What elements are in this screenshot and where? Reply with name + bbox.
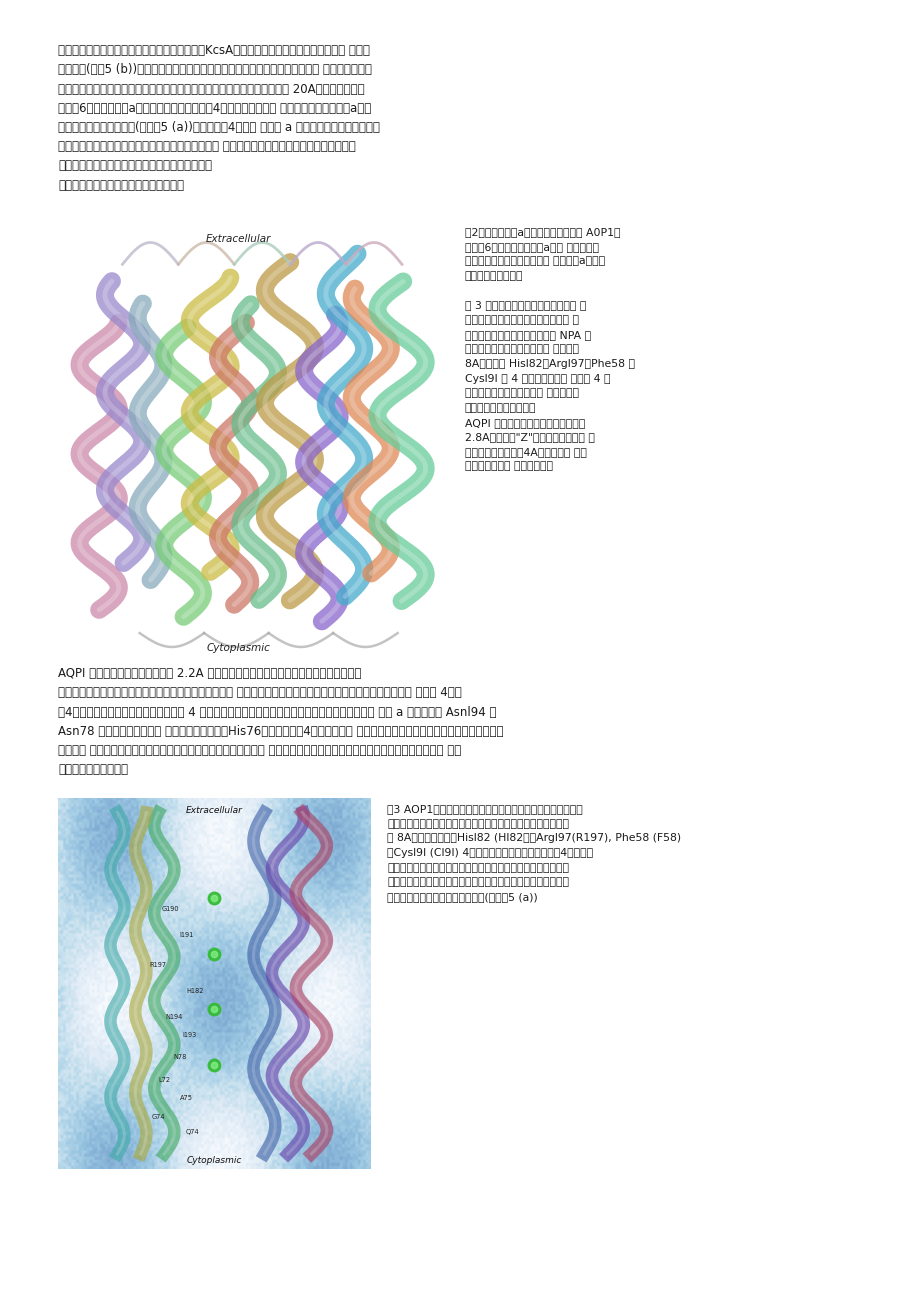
Text: Extracellular: Extracellular bbox=[206, 233, 271, 243]
Text: Cytoplasmic: Cytoplasmic bbox=[187, 1156, 242, 1165]
Text: 图3 AOP1水通道蛋白的通道结构及通道中水分子的位置。蓝色
斑点所示为水通道蛋白的通道管部分。通道的限制口位于中点上
面 8A左右的地方，由Hisl82 (H: 图3 AOP1水通道蛋白的通道结构及通道中水分子的位置。蓝色 斑点所示为水通道蛋… bbox=[387, 805, 681, 902]
Text: Q74: Q74 bbox=[186, 1129, 199, 1134]
Text: Extracellular: Extracellular bbox=[186, 806, 243, 815]
Text: N78: N78 bbox=[173, 1055, 187, 1060]
Text: N194: N194 bbox=[165, 1013, 182, 1019]
Text: AQPI 蛋白的三维晶体可以给出比 2.2A 还低的衍射斑点，从解出的电子势密度图中可以清
楚地看到陷嵌在通道管中的水分子。水分子在通道管中的 位置对于我们理解: AQPI 蛋白的三维晶体可以给出比 2.2A 还低的衍射斑点，从解出的电子势密度… bbox=[58, 668, 503, 776]
Text: L72: L72 bbox=[158, 1077, 170, 1083]
Text: A75: A75 bbox=[179, 1095, 192, 1101]
Text: G190: G190 bbox=[162, 906, 179, 911]
Text: 图2水通道蛋白的a螺旋结构构造。一个 A0P1分
子是由6个贯穿膜两面的长a螺旋 构成基本骨
架，其间还有两个嵌入但不贯 穿膜的短a螺旋几
乎顶对顶地放置着。
: 图2水通道蛋白的a螺旋结构构造。一个 A0P1分 子是由6个贯穿膜两面的长a螺旋… bbox=[464, 228, 634, 471]
Text: I191: I191 bbox=[179, 932, 193, 937]
Text: R197: R197 bbox=[149, 962, 166, 967]
Text: H182: H182 bbox=[187, 988, 204, 993]
Text: I193: I193 bbox=[182, 1032, 197, 1038]
Text: Cytoplasmic: Cytoplasmic bbox=[207, 643, 270, 654]
Text: 他小分子或离子通道蛋白中起关键作用。例如，KcsA钾离子通道蛋白的过滤管就是由这种 结构单
元构成的(见图5 (b))。在水通道蛋白结构解出之后，这种结构单元特: 他小分子或离子通道蛋白中起关键作用。例如，KcsA钾离子通道蛋白的过滤管就是由这… bbox=[58, 44, 380, 191]
Text: G74: G74 bbox=[151, 1113, 165, 1120]
